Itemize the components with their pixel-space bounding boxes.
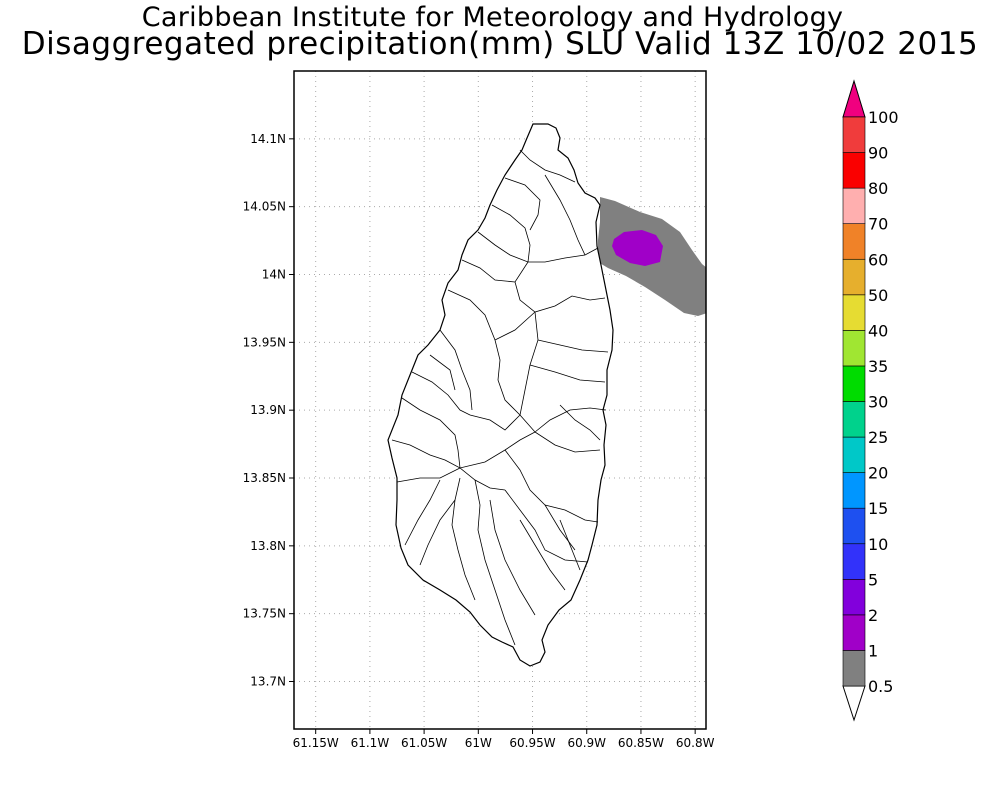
y-tick-label: 14.05N	[243, 200, 286, 214]
chart-subtitle: Disaggregated precipitation(mm) SLU Vali…	[21, 26, 979, 62]
colorbar-level-label: 25	[868, 428, 888, 447]
y-tick-label: 13.9N	[250, 403, 286, 417]
y-tick-label: 14N	[262, 268, 286, 282]
x-tick-label: 60.8W	[676, 736, 715, 750]
colorbar-under-triangle	[842, 685, 866, 722]
x-tick-label: 61.1W	[351, 736, 390, 750]
watershed-boundaries	[391, 149, 609, 646]
colorbar-swatch	[842, 543, 866, 580]
y-tick-label: 13.85N	[243, 471, 286, 485]
colorbar-over-triangle	[842, 79, 866, 118]
map-frame	[293, 70, 707, 730]
x-tick-label: 61.05W	[401, 736, 447, 750]
colorbar-swatch	[842, 258, 866, 296]
colorbar-level-label: 10	[868, 535, 888, 554]
colorbar-swatch	[842, 436, 866, 473]
colorbar-level-label: 50	[868, 286, 888, 305]
colorbar-level-label: 100	[868, 108, 899, 127]
colorbar-swatch	[842, 614, 866, 651]
colorbar-level-label: 15	[868, 499, 888, 518]
y-tick-label: 14.1N	[250, 132, 286, 146]
colorbar-swatch	[842, 223, 866, 260]
colorbar-level-label: 5	[868, 570, 878, 589]
colorbar-level-label: 60	[868, 250, 888, 269]
colorbar-level-label: 90	[868, 144, 888, 163]
colorbar-level-label: 80	[868, 179, 888, 198]
island-outline	[387, 123, 614, 667]
colorbar-level-label: 35	[868, 357, 888, 376]
x-tick-label: 61W	[465, 736, 492, 750]
colorbar-level-label: 70	[868, 215, 888, 234]
colorbar-level-label: 30	[868, 393, 888, 412]
colorbar-swatch	[842, 187, 866, 224]
x-tick-label: 60.85W	[618, 736, 664, 750]
colorbar-swatch	[842, 365, 866, 402]
x-tick-label: 60.95W	[509, 736, 555, 750]
precip-area-1-2mm	[612, 230, 663, 266]
y-tick-label: 13.75N	[243, 607, 286, 621]
colorbar-swatch	[842, 116, 866, 153]
y-tick-label: 13.7N	[250, 675, 286, 689]
colorbar-swatch	[842, 472, 866, 509]
colorbar-swatch	[842, 330, 866, 367]
colorbar-swatch	[842, 401, 866, 438]
colorbar-swatch	[842, 650, 866, 687]
x-tick-label: 60.9W	[567, 736, 606, 750]
colorbar-swatch	[842, 294, 866, 331]
axis-ticks: 61.15W 61.1W 61.05W 61W 60.95W 60.9W 60.85W 60.…	[243, 132, 715, 750]
y-tick-label: 13.8N	[250, 539, 286, 553]
colorbar-level-label: 20	[868, 464, 888, 483]
y-tick-label: 13.95N	[243, 335, 286, 349]
colorbar-level-label: 1	[868, 641, 878, 660]
colorbar-swatch	[842, 507, 866, 545]
colorbar-level-label: 0.5	[868, 677, 893, 696]
colorbar-level-label: 40	[868, 321, 888, 340]
colorbar-level-label: 2	[868, 606, 878, 625]
x-tick-label: 61.15W	[293, 736, 339, 750]
colorbar-swatch	[842, 152, 866, 189]
chart-title: Caribbean Institute for Meteorology and …	[141, 2, 844, 33]
colorbar-swatch	[842, 579, 866, 616]
